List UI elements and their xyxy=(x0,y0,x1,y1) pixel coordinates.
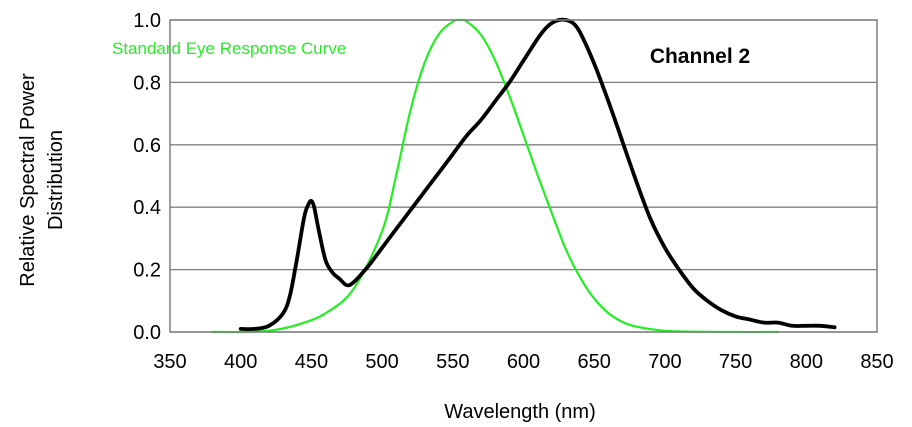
y-tick-label: 1.0 xyxy=(133,10,161,32)
x-tick-label: 500 xyxy=(365,351,398,373)
x-tick-label: 650 xyxy=(578,351,611,373)
y-axis-title-line-1: Relative Spectral Power xyxy=(17,73,39,287)
y-tick-labels: 0.0 0.2 0.4 0.6 0.8 1.0 xyxy=(133,10,161,344)
y-tick-label: 0.2 xyxy=(133,260,161,282)
x-tick-label: 400 xyxy=(224,351,257,373)
x-tick-label: 750 xyxy=(719,351,752,373)
x-tick-label: 700 xyxy=(648,351,681,373)
x-tick-label: 600 xyxy=(507,351,540,373)
plot-frame xyxy=(169,19,878,333)
legend-eye-response-curve: Standard Eye Response Curve xyxy=(112,39,346,58)
series-line-eye-response xyxy=(211,18,780,334)
y-tick-label: 0.4 xyxy=(133,197,161,219)
series-line-channel-2 xyxy=(238,17,837,332)
x-tick-label: 450 xyxy=(295,351,328,373)
x-tick-label: 550 xyxy=(436,351,469,373)
y-tick-label: 0.6 xyxy=(133,135,161,157)
y-axis-title-line-2: Distribution xyxy=(45,130,67,230)
x-tick-labels: 350 400 450 500 550 600 650 700 750 800 850 xyxy=(153,351,893,373)
x-tick-label: 850 xyxy=(860,351,893,373)
chart-title: Channel 2 xyxy=(650,45,750,68)
x-tick-label: 350 xyxy=(153,351,186,373)
y-tick-label: 0.8 xyxy=(133,72,161,94)
y-tick-label: 0.0 xyxy=(133,322,161,344)
x-tick-label: 800 xyxy=(790,351,823,373)
x-axis-title: Wavelength (nm) xyxy=(444,401,596,423)
series-lines xyxy=(211,17,837,334)
